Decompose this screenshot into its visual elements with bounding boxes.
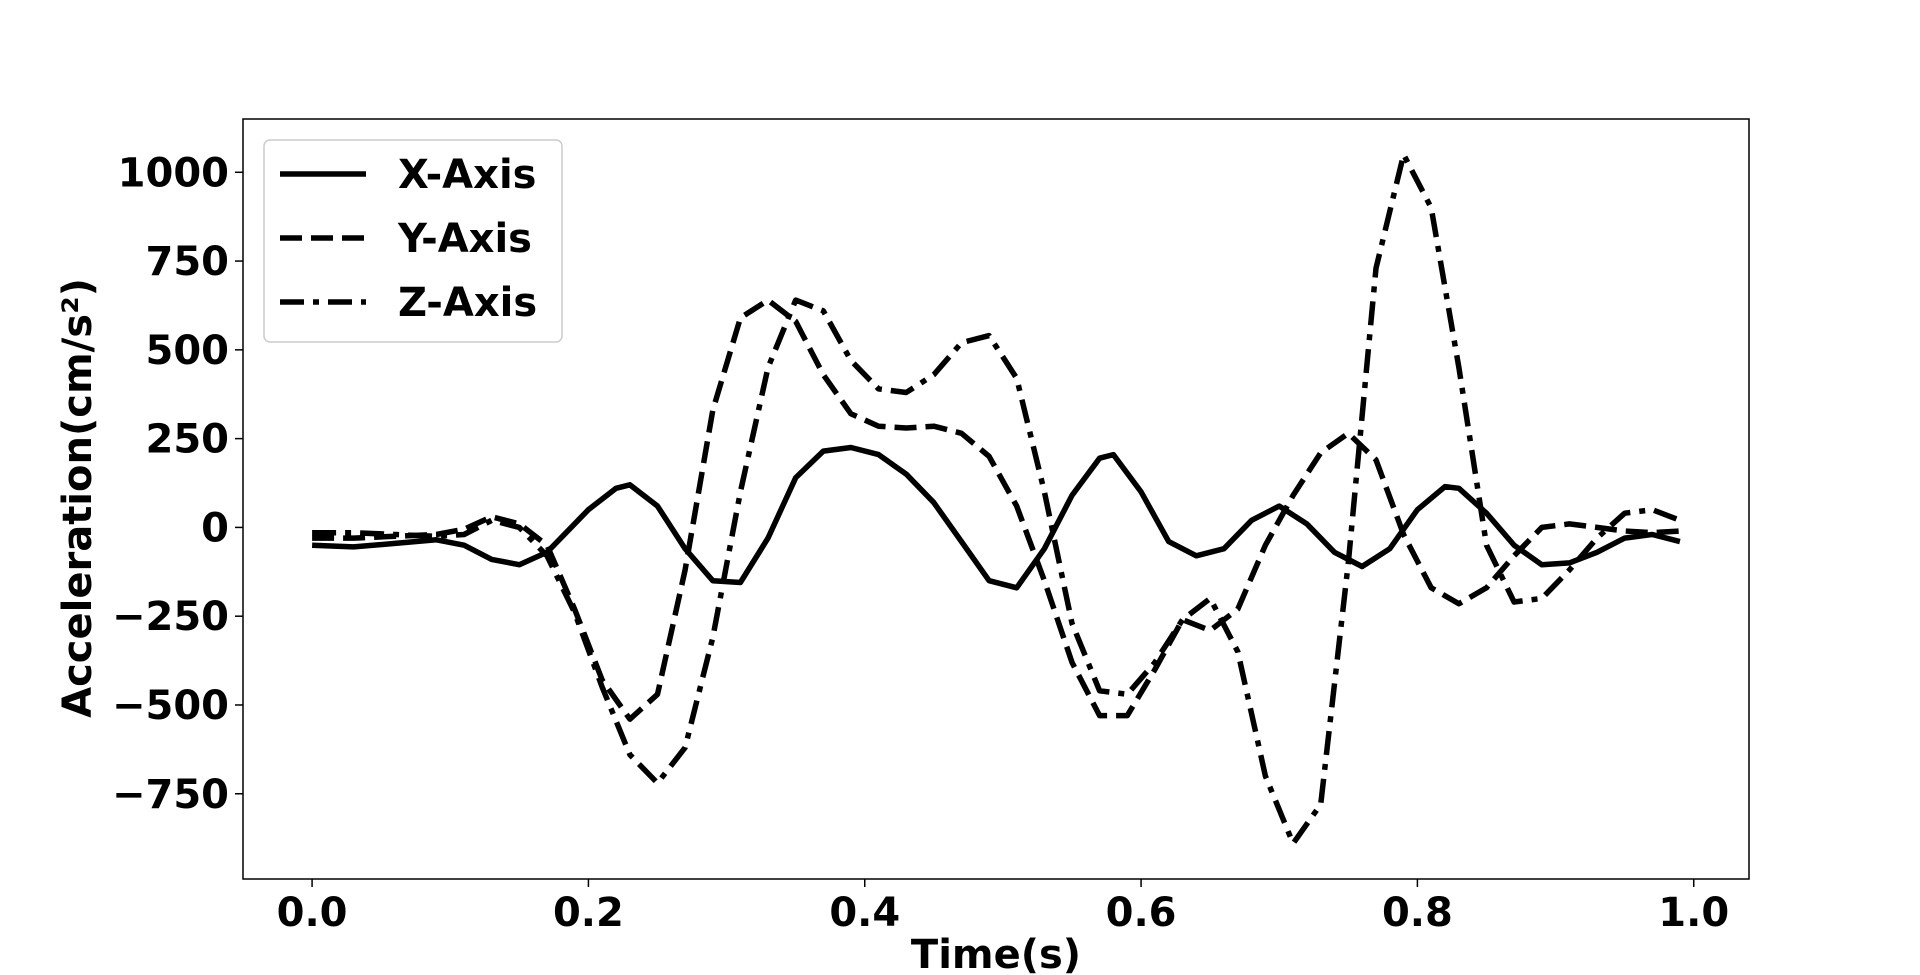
y-axis: 1000 750 500 250 0 −250 −500 −750 (112, 150, 243, 818)
legend-label-y-axis: Y-Axis (397, 216, 532, 262)
series-layer (311, 151, 1681, 847)
x-axis: 0.0 0.2 0.4 0.6 0.8 1.0 (277, 879, 1729, 936)
series-line-z-axis (312, 151, 1681, 847)
y-tick-label: 750 (146, 239, 230, 285)
legend-label-x-axis: X-Axis (398, 152, 536, 198)
x-tick-label: 0.8 (1382, 890, 1453, 936)
y-tick-label: 1000 (118, 150, 229, 196)
x-tick-label: 0.4 (829, 890, 900, 936)
legend-box (263, 139, 563, 343)
x-tick-label: 0.0 (277, 890, 348, 936)
x-tick-label: 0.6 (1106, 890, 1177, 936)
y-tick-label: 250 (146, 417, 230, 463)
y-axis-label: Acceleration(cm/s²) (55, 278, 101, 718)
x-tick-label: 1.0 (1658, 890, 1729, 936)
series-line-x-axis (311, 444, 1681, 591)
y-tick-label: 500 (146, 328, 230, 374)
x-tick-label: 0.2 (553, 890, 624, 936)
y-tick-label: −750 (112, 772, 229, 818)
y-tick-label: 0 (201, 505, 229, 551)
y-tick-label: −250 (112, 594, 229, 640)
x-axis-label: Time(s) (911, 932, 1081, 975)
legend: X-Axis Y-Axis Z-Axis (263, 139, 563, 343)
legend-label-z-axis: Z-Axis (398, 280, 537, 326)
y-tick-label: −500 (112, 683, 229, 729)
